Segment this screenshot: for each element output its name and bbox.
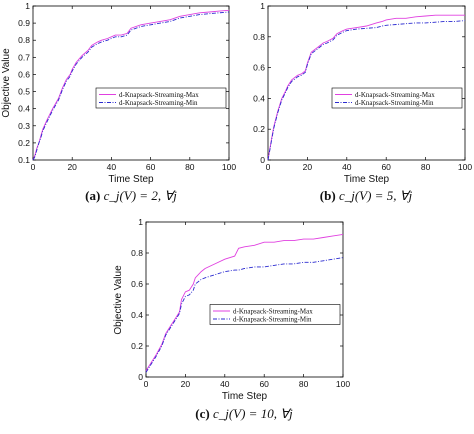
x-tick-label: 100 — [222, 162, 236, 172]
x-tick-label: 0 — [266, 162, 271, 172]
x-tick-label: 40 — [107, 162, 117, 172]
legend-entry: d-Knapsack-Streaming-Min — [355, 99, 434, 107]
series-line-min — [32, 11, 230, 161]
x-tick-label: 60 — [381, 162, 391, 172]
legend-entry: d-Knapsack-Streaming-Min — [233, 315, 312, 323]
y-tick-label: 0 — [260, 155, 265, 165]
y-tick-label: 0.5 — [18, 87, 30, 97]
y-tick-label: 0.2 — [131, 341, 143, 351]
chart-a: 0 20 40 60 80 100 0.1 0.2 0.3 0.4 0.5 0.6 0.7 0.8 0.9 1… — [1, 1, 236, 203]
y-tick-label: 1 — [25, 1, 30, 11]
series-line-min — [267, 20, 466, 161]
series-line-max — [32, 9, 230, 161]
x-tick-label: 0 — [31, 162, 36, 172]
x-tick-label: 20 — [181, 379, 191, 389]
series-line-min — [145, 257, 344, 373]
caption-formula: c_j(V) = 2, ∀j — [104, 188, 178, 203]
legend-entry: d-Knapsack-Streaming-Max — [355, 91, 435, 99]
y-tick-label: 0.4 — [18, 104, 30, 114]
y-tick-label: 0 — [138, 372, 143, 382]
y-tick-label: 0.2 — [18, 138, 30, 148]
x-axis-label: Time Step — [222, 391, 268, 402]
y-tick-label: 0.8 — [131, 248, 143, 258]
y-tick-label: 0.7 — [18, 52, 30, 62]
x-tick-label: 60 — [259, 379, 269, 389]
y-tick-label: 0.4 — [253, 93, 265, 103]
caption-letter: (b) — [320, 188, 339, 203]
chart-c: 0 20 40 60 80 100 0 0.2 0.4 0.6 0.8 1 Time Step Objec… — [113, 217, 350, 421]
x-tick-label: 20 — [303, 162, 313, 172]
x-axis-label: Time Step — [344, 174, 390, 185]
caption-letter: (a) — [85, 188, 103, 203]
legend-entry: d-Knapsack-Streaming-Min — [119, 99, 198, 107]
y-tick-label: 1 — [260, 1, 265, 11]
x-tick-label: 60 — [146, 162, 156, 172]
series-line-max — [267, 14, 465, 161]
x-tick-label: 80 — [421, 162, 431, 172]
legend: d-Knapsack-Streaming-Maxd-Knapsack-Strea… — [95, 87, 227, 109]
y-tick-label: 0.6 — [253, 63, 265, 73]
x-tick-label: 40 — [220, 379, 230, 389]
y-tick-label: 0.1 — [18, 155, 30, 165]
caption-formula: c_j(V) = 5, ∀j — [339, 188, 413, 203]
legend-entry: d-Knapsack-Streaming-Max — [233, 307, 313, 315]
x-axis-label: Time Step — [108, 174, 154, 185]
legend-box — [95, 87, 227, 109]
y-tick-label: 0.3 — [18, 121, 30, 131]
chart-b: 0 20 40 60 80 100 0 0.2 0.4 0.6 0.8 1 Time Step d-Kna… — [253, 1, 472, 203]
legend-box — [331, 87, 463, 109]
plot-frame — [145, 221, 344, 378]
y-tick-label: 0.2 — [253, 124, 265, 134]
y-tick-label: 0.6 — [131, 279, 143, 289]
figure-caption: (c) c_j(V) = 10, ∀j — [195, 406, 293, 421]
y-tick-label: 0.4 — [131, 310, 143, 320]
y-tick-label: 0.6 — [18, 69, 30, 79]
caption-letter: (c) — [195, 406, 213, 421]
series-line-max — [145, 233, 344, 372]
y-axis-label: Objective Value — [113, 265, 124, 335]
x-tick-label: 80 — [185, 162, 195, 172]
legend-box — [209, 304, 341, 325]
plot-frame — [32, 5, 230, 161]
y-tick-label: 0.8 — [253, 32, 265, 42]
y-tick-label: 0.8 — [18, 35, 30, 45]
legend: d-Knapsack-Streaming-Maxd-Knapsack-Strea… — [331, 87, 463, 109]
y-tick-label: 0.9 — [18, 18, 30, 28]
x-tick-label: 80 — [299, 379, 309, 389]
caption-formula: c_j(V) = 10, ∀j — [213, 406, 293, 421]
figure-caption: (a) c_j(V) = 2, ∀j — [85, 188, 177, 203]
x-tick-label: 0 — [144, 379, 149, 389]
x-tick-label: 20 — [67, 162, 77, 172]
x-tick-label: 100 — [458, 162, 472, 172]
x-tick-label: 100 — [336, 379, 350, 389]
plot-frame — [267, 5, 466, 161]
figure-caption: (b) c_j(V) = 5, ∀j — [320, 188, 413, 203]
y-axis-label: Objective Value — [1, 48, 12, 118]
x-tick-label: 40 — [342, 162, 352, 172]
legend: d-Knapsack-Streaming-Maxd-Knapsack-Strea… — [209, 304, 341, 325]
y-tick-label: 1 — [138, 217, 143, 227]
legend-entry: d-Knapsack-Streaming-Max — [119, 91, 199, 99]
